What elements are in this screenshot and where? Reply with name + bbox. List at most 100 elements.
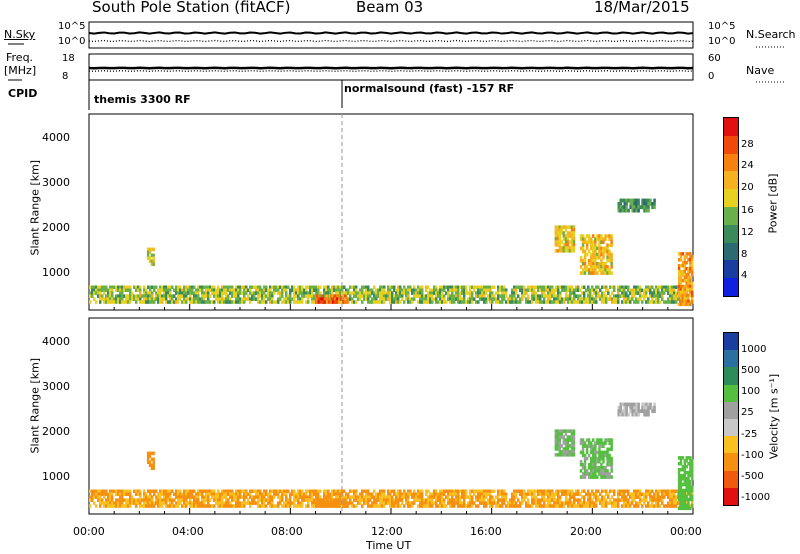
echo-cell [433, 501, 436, 505]
echo-cell [393, 285, 396, 289]
echo-cell [139, 492, 142, 496]
echo-cell [295, 492, 298, 496]
echo-cell [489, 285, 492, 289]
echo-cell [675, 285, 678, 289]
echo-cell [431, 501, 434, 505]
echo-cell [675, 297, 678, 301]
echo-cell [335, 495, 338, 499]
echo-cell [93, 285, 96, 289]
echo-cell [257, 504, 260, 508]
echo-cell [565, 291, 568, 295]
echo-cell [598, 456, 601, 461]
echo-cell [547, 489, 550, 493]
echo-cell [455, 285, 458, 289]
echo-cell [447, 498, 450, 502]
echo-cell [375, 492, 378, 496]
echo-cell [667, 492, 670, 496]
echo-cell [637, 489, 640, 493]
echo-cell [689, 479, 692, 484]
echo-cell [485, 288, 488, 292]
echo-cell [681, 468, 685, 472]
echo-cell [340, 501, 343, 505]
echo-cell [175, 291, 178, 295]
echo-cell [213, 294, 216, 298]
echo-cell [549, 300, 552, 304]
echo-cell [587, 262, 591, 266]
echo-cell [601, 285, 604, 289]
echo-cell [217, 501, 220, 505]
echo-cell [487, 294, 490, 298]
echo-cell [423, 504, 426, 508]
echo-cell [141, 504, 144, 508]
echo-cell [591, 285, 594, 289]
echo-cell [627, 208, 630, 213]
echo-cell [507, 297, 510, 301]
echo-cell [117, 498, 120, 502]
echo-cell [99, 495, 102, 499]
echo-cell [347, 495, 350, 499]
echo-cell [583, 285, 586, 289]
echo-cell [413, 492, 416, 496]
echo-cell [235, 495, 238, 499]
echo-cell [592, 249, 595, 254]
echo-cell [463, 300, 466, 304]
echo-cell [617, 285, 620, 289]
echo-cell [419, 297, 422, 301]
echo-cell [289, 288, 292, 292]
echo-cell [591, 498, 594, 502]
echo-cell [687, 470, 690, 475]
echo-cell [449, 492, 452, 496]
echo-cell [639, 205, 642, 210]
echo-cell [155, 297, 158, 301]
echo-cell [560, 429, 564, 433]
echo-cell [103, 501, 106, 505]
echo-cell [590, 258, 593, 263]
echo-cell [689, 278, 692, 283]
colorbar-swatch [724, 278, 738, 296]
echo-cell [417, 498, 420, 502]
echo-cell [475, 504, 478, 508]
power-ytick: 1000 [42, 266, 70, 279]
echo-cell [349, 501, 352, 505]
echo-cell [387, 489, 390, 493]
echo-cell [195, 294, 198, 298]
echo-cell [213, 285, 216, 289]
echo-cell [581, 450, 585, 455]
echo-cell [89, 504, 92, 508]
echo-cell [119, 501, 122, 505]
echo-cell [387, 495, 390, 499]
echo-cell [625, 501, 628, 505]
echo-cell [633, 498, 636, 502]
echo-cell [579, 462, 583, 467]
echo-cell [623, 291, 626, 295]
echo-cell [157, 291, 160, 295]
echo-cell [606, 258, 609, 263]
echo-cell [417, 489, 420, 493]
echo-cell [197, 300, 200, 304]
echo-cell [203, 501, 206, 505]
echo-cell [289, 297, 292, 301]
echo-cell [305, 498, 308, 502]
echo-cell [365, 285, 368, 289]
echo-cell [317, 489, 320, 493]
echo-cell [415, 495, 418, 499]
echo-cell [521, 501, 524, 505]
echo-cell [287, 489, 290, 493]
echo-cell [179, 498, 182, 502]
echo-cell [605, 285, 608, 289]
echo-cell [635, 495, 638, 499]
echo-cell [681, 456, 685, 460]
echo-cell [564, 240, 568, 244]
echo-cell [653, 300, 656, 304]
echo-cell [455, 288, 458, 292]
echo-cell [573, 495, 576, 499]
echo-cell [679, 281, 683, 286]
echo-cell [381, 495, 384, 499]
echo-cell [163, 489, 166, 493]
echo-cell [585, 288, 588, 292]
echo-cell [543, 492, 546, 496]
echo-cell [505, 288, 508, 292]
echo-cell [241, 291, 244, 295]
echo-cell [513, 489, 516, 493]
echo-cell [485, 489, 488, 493]
